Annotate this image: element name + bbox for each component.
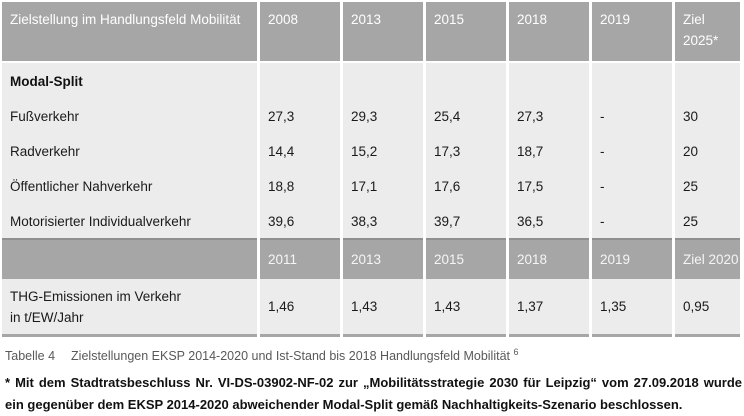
table-header2-col: Ziel 2020 <box>675 238 740 279</box>
table-cell: 17,5 <box>509 169 589 204</box>
table-cell: - <box>592 204 672 238</box>
section-label: Modal-Split <box>2 63 257 99</box>
row-label: Öffentlicher Nahverkehr <box>2 169 257 204</box>
table-header2-label <box>2 238 257 279</box>
table-header2-col: 2011 <box>260 238 340 279</box>
table-cell: 27,3 <box>260 99 340 134</box>
table-cell: 36,5 <box>509 204 589 238</box>
table-header2-col: 2019 <box>592 238 672 279</box>
table-cell: 1,43 <box>426 279 506 337</box>
table-header1-col: 2008 <box>260 2 340 63</box>
table-cell-empty <box>675 63 740 99</box>
table-header1-label: Zielstellung im Handlungsfeld Mobilität <box>2 2 257 63</box>
table-cell: 17,3 <box>426 134 506 169</box>
table-caption-text: Zielstellungen EKSP 2014-2020 und Ist-St… <box>71 349 510 364</box>
thg-label-line1: THG-Emissionen im Verkehr <box>10 288 182 304</box>
table-caption-number: Tabelle 4 <box>5 349 56 364</box>
table-cell: 17,1 <box>343 169 423 204</box>
table-cell-empty <box>509 63 589 99</box>
table-cell: 39,7 <box>426 204 506 238</box>
row-label: Radverkehr <box>2 134 257 169</box>
table-cell: 18,8 <box>260 169 340 204</box>
table-header2-col: 2018 <box>509 238 589 279</box>
table-header1-col: 2013 <box>343 2 423 63</box>
table-header1-col: 2019 <box>592 2 672 63</box>
table-cell: 1,46 <box>260 279 340 337</box>
footnote-reference: 6 <box>513 347 519 357</box>
table-cell: 15,2 <box>343 134 423 169</box>
table-cell: 1,37 <box>509 279 589 337</box>
table-header1-col: Ziel 2025* <box>675 2 740 63</box>
table-cell-empty <box>426 63 506 99</box>
table-cell: 25 <box>675 204 740 238</box>
table-cell: 30 <box>675 99 740 134</box>
table-header2-col: 2015 <box>426 238 506 279</box>
table-footnote: * Mit dem Stadtratsbeschluss Nr. VI-DS-0… <box>5 375 742 413</box>
table-cell: 1,35 <box>592 279 672 337</box>
thg-label-line2: in t/EW/Jahr <box>10 309 84 325</box>
table-cell: - <box>592 169 672 204</box>
table-cell: 39,6 <box>260 204 340 238</box>
mobility-target-table: Zielstellung im Handlungsfeld Mobilität … <box>2 2 740 337</box>
table-caption: Tabelle 4 Zielstellungen EKSP 2014-2020 u… <box>2 347 744 363</box>
row-label-thg: THG-Emissionen im Verkehr in t/EW/Jahr <box>2 279 257 337</box>
table-header2-col: 2013 <box>343 238 423 279</box>
table-cell: 0,95 <box>675 279 740 337</box>
row-label: Motorisierter Individualverkehr <box>2 204 257 238</box>
table-cell: 20 <box>675 134 740 169</box>
table-cell: 25 <box>675 169 740 204</box>
table-header1-col: 2018 <box>509 2 589 63</box>
table-cell: 27,3 <box>509 99 589 134</box>
table-cell: 25,4 <box>426 99 506 134</box>
table-cell: 14,4 <box>260 134 340 169</box>
table-cell: 17,6 <box>426 169 506 204</box>
table-cell-empty <box>260 63 340 99</box>
table-cell: - <box>592 134 672 169</box>
table-cell: 1,43 <box>343 279 423 337</box>
table-cell-empty <box>343 63 423 99</box>
table-cell: 18,7 <box>509 134 589 169</box>
table-header1-col: 2015 <box>426 2 506 63</box>
table-cell-empty <box>592 63 672 99</box>
row-label: Fußverkehr <box>2 99 257 134</box>
table-cell: 38,3 <box>343 204 423 238</box>
table-cell: 29,3 <box>343 99 423 134</box>
table-cell: - <box>592 99 672 134</box>
